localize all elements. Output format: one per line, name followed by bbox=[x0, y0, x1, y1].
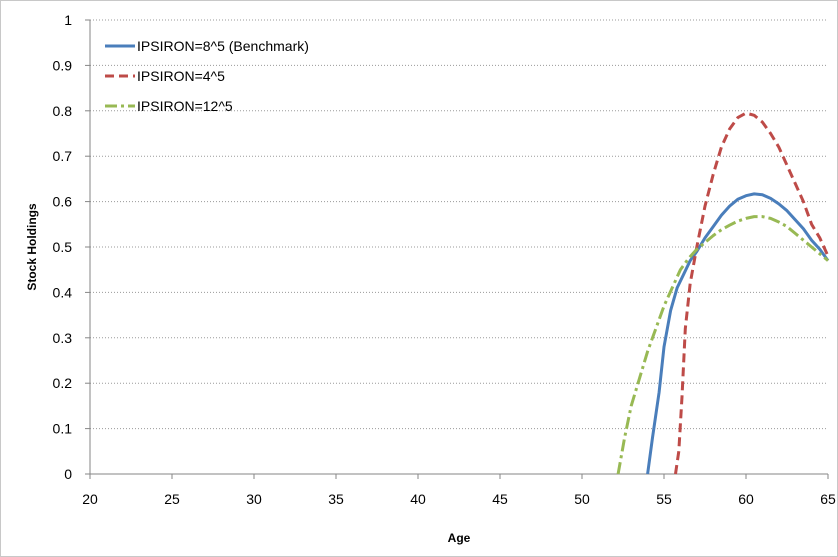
y-axis-title: Stock Holdings bbox=[25, 203, 39, 291]
x-tick-label: 60 bbox=[738, 491, 754, 507]
x-tick-label: 50 bbox=[574, 491, 590, 507]
y-tick-label: 1 bbox=[64, 12, 72, 28]
x-tick-label: 30 bbox=[246, 491, 262, 507]
series-line-2 bbox=[674, 111, 830, 475]
y-tick-label: 0.9 bbox=[53, 57, 73, 73]
series-line-1 bbox=[646, 192, 830, 475]
x-tick-label: 20 bbox=[82, 491, 98, 507]
series-line-3 bbox=[616, 215, 829, 475]
y-tick-label: 0 bbox=[64, 466, 72, 482]
legend-label-2: IPSIRON=4^5 bbox=[137, 68, 225, 84]
y-tick-label: 0.8 bbox=[53, 103, 73, 119]
y-tick-label: 0.2 bbox=[53, 375, 73, 391]
x-tick-label: 65 bbox=[820, 491, 836, 507]
legend-label-1: IPSIRON=8^5 (Benchmark) bbox=[137, 38, 309, 54]
legend-label-3: IPSIRON=12^5 bbox=[137, 98, 233, 114]
x-tick-label: 55 bbox=[656, 491, 672, 507]
x-axis-title: Age bbox=[448, 531, 471, 545]
y-tick-label: 0.7 bbox=[53, 148, 73, 164]
x-tick-label: 45 bbox=[492, 491, 508, 507]
x-tick-label: 35 bbox=[328, 491, 344, 507]
y-tick-label: 0.6 bbox=[53, 194, 73, 210]
y-tick-label: 0.5 bbox=[53, 239, 73, 255]
y-tick-label: 0.3 bbox=[53, 330, 73, 346]
x-tick-label: 40 bbox=[410, 491, 426, 507]
y-tick-label: 0.1 bbox=[53, 421, 73, 437]
x-tick-label: 25 bbox=[164, 491, 180, 507]
y-tick-label: 0.4 bbox=[53, 284, 73, 300]
